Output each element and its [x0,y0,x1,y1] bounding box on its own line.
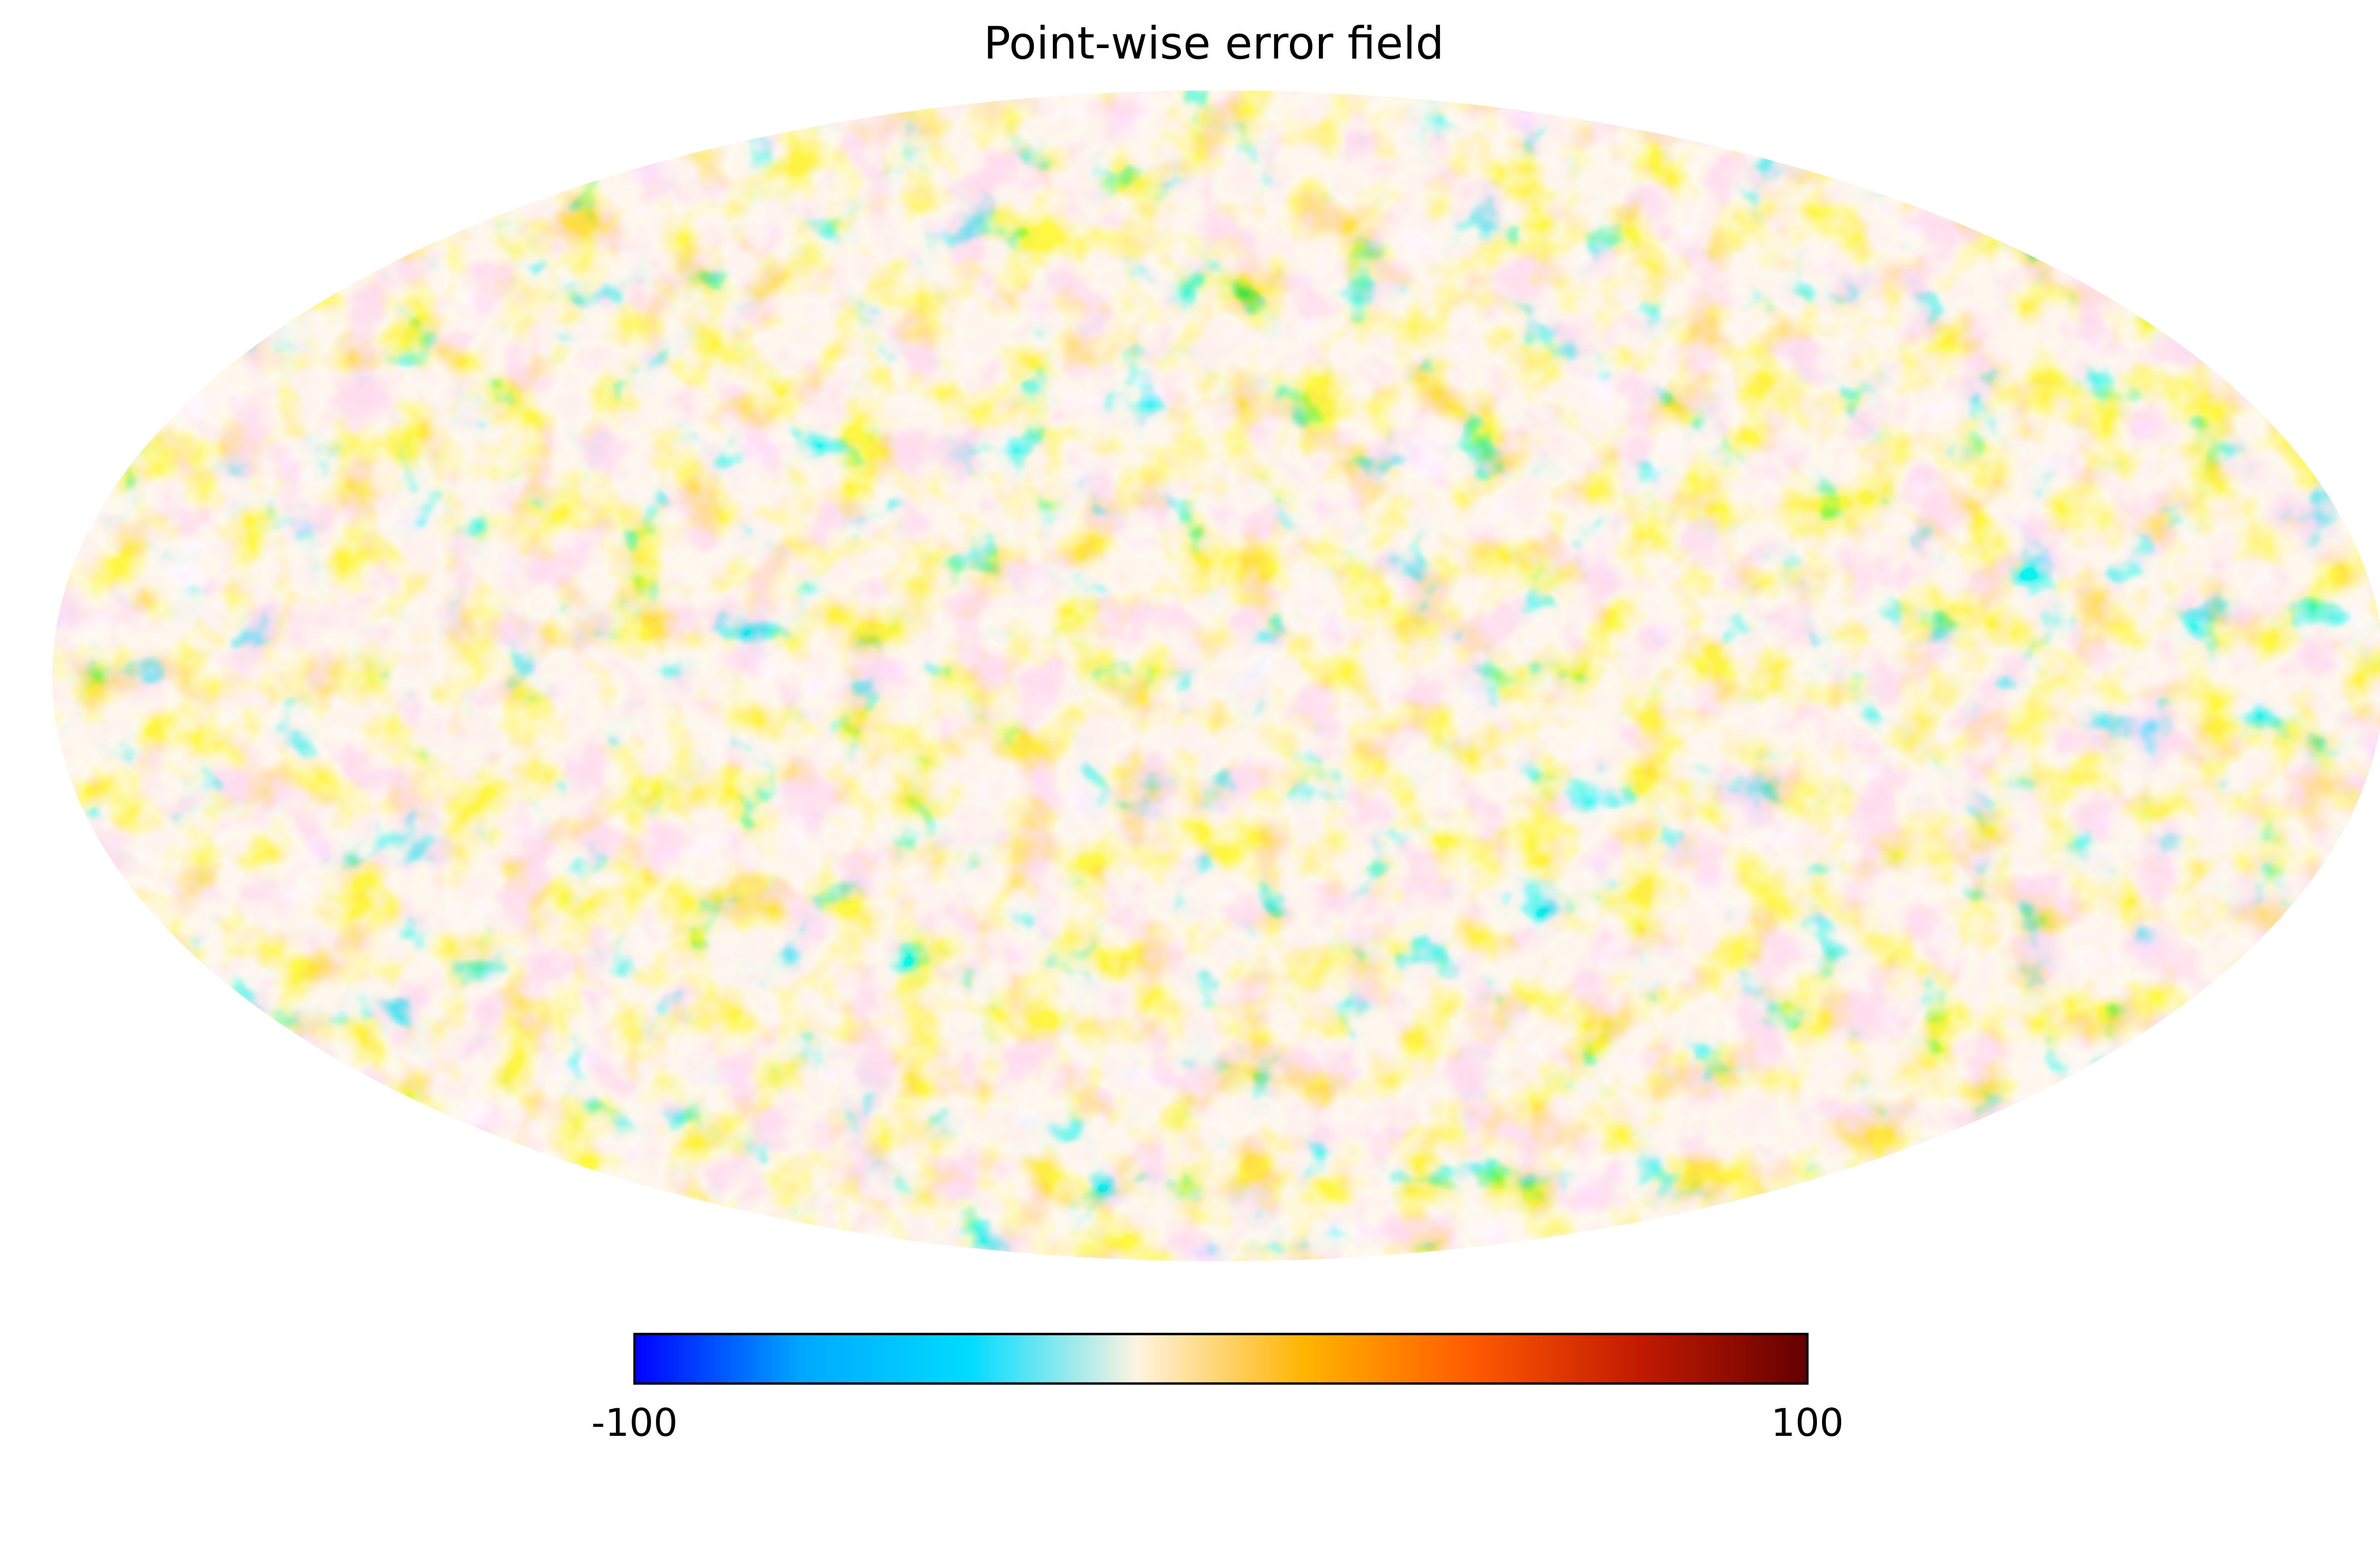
map-field [52,90,2380,1261]
mollweide-map [52,90,2380,1261]
map-svg [52,90,2380,1261]
colorbar-tick-label: -100 [591,1401,678,1445]
colorbar-tick-label: 100 [1771,1401,1844,1445]
colorbar-gradient [633,1333,1809,1385]
colorbar [633,1333,1809,1385]
chart-title: Point-wise error field [983,18,1444,69]
colorbar-svg [633,1333,1809,1385]
